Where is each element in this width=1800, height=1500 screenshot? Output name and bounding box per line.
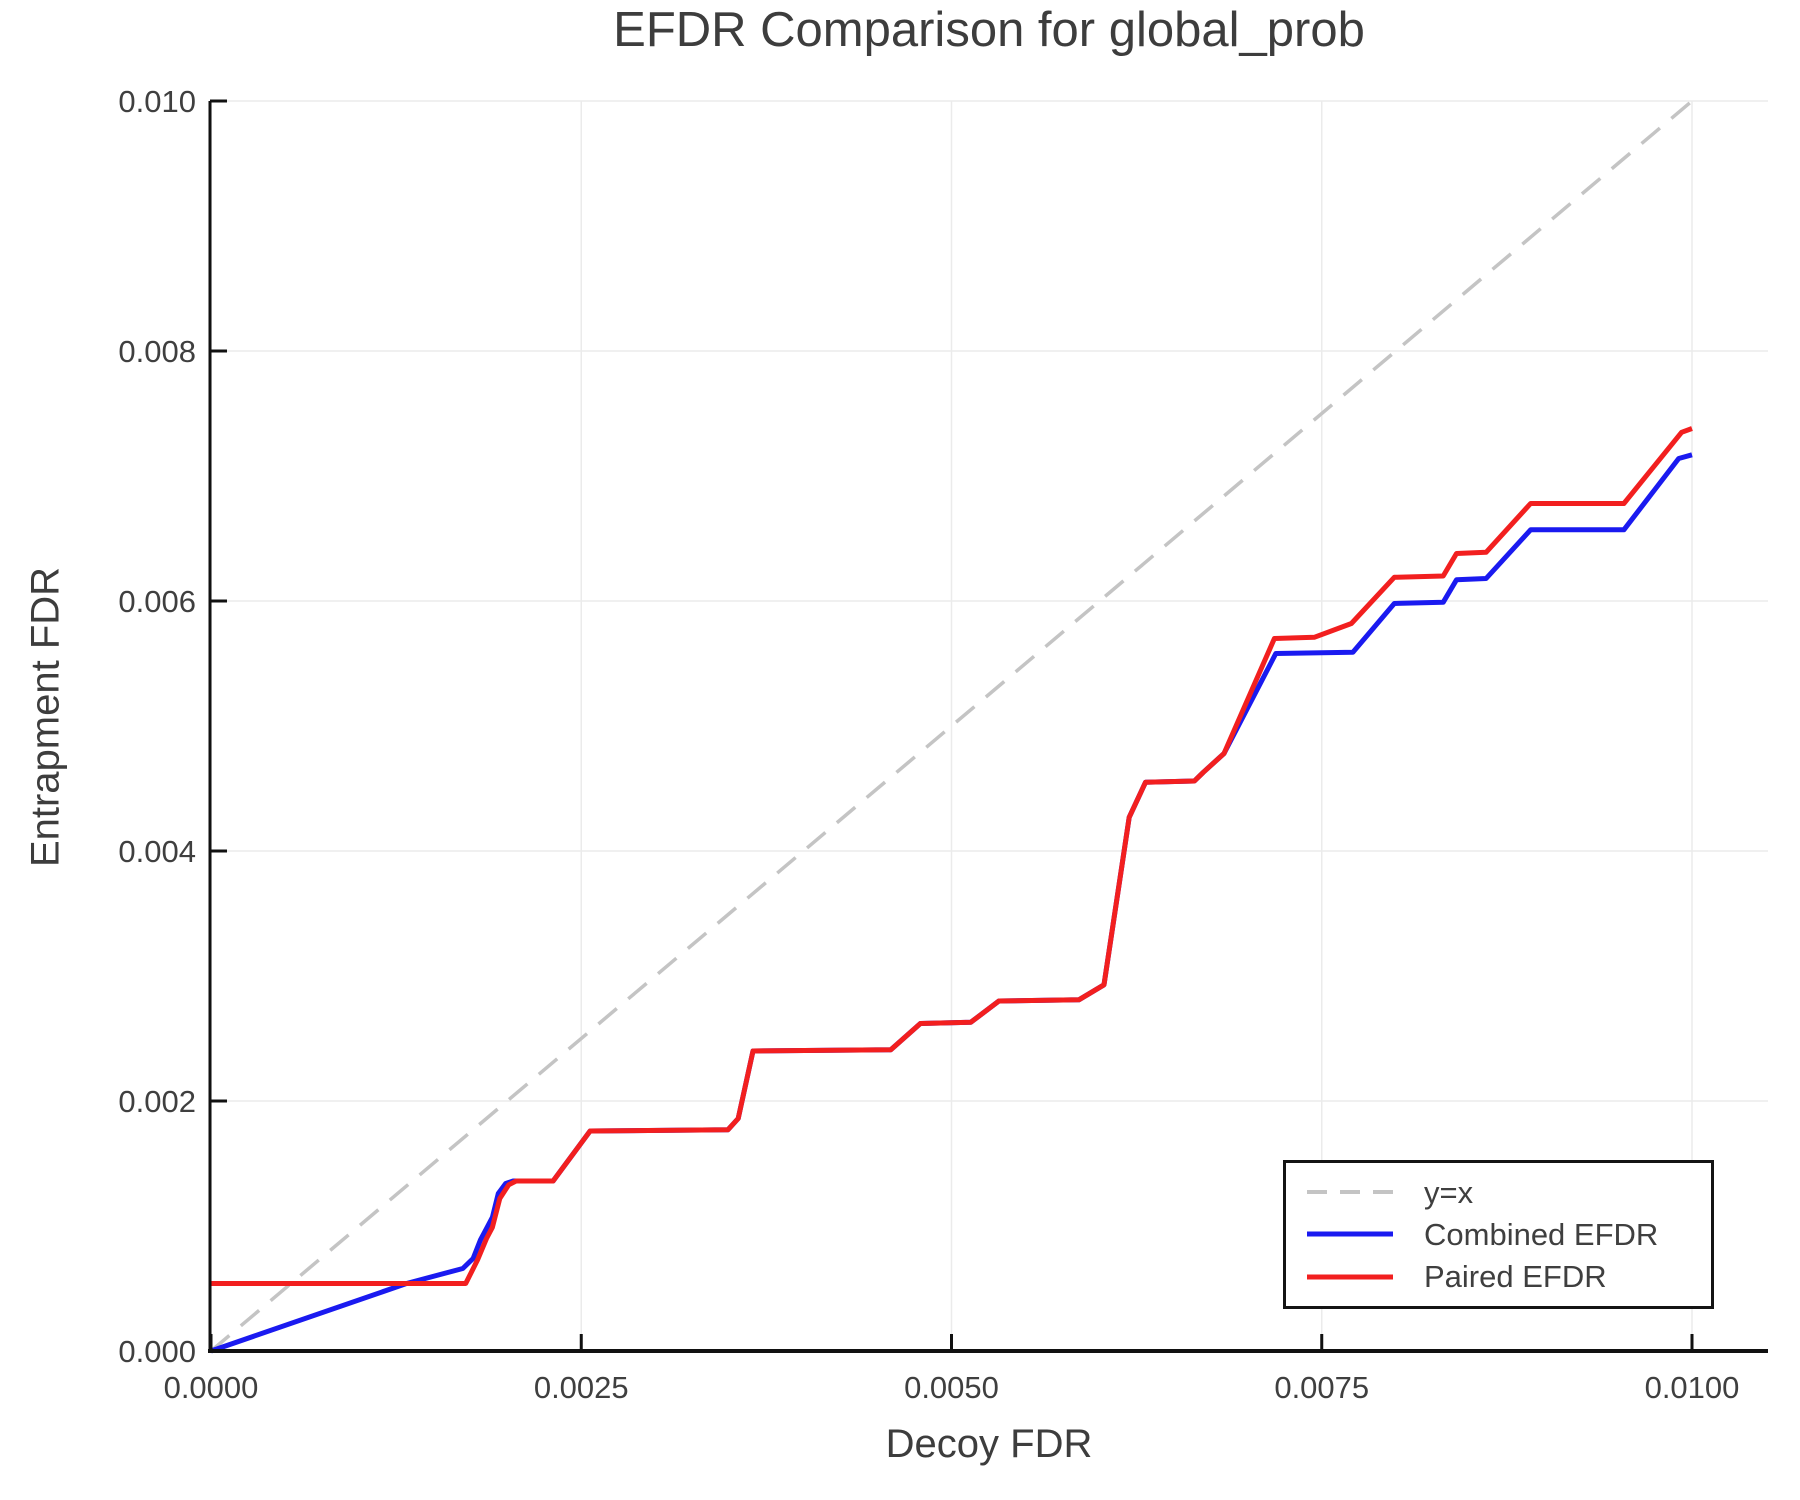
y-tick-label: 0.004	[118, 834, 196, 869]
legend-swatch-y-equals-x	[1307, 1190, 1393, 1195]
chart-title: EFDR Comparison for global_prob	[613, 3, 1365, 57]
x-tick-label: 0.0075	[1274, 1370, 1369, 1405]
line-y-equals-x	[209, 99, 1694, 1353]
legend: y=x Combined EFDR Paired EFDR	[1283, 1160, 1714, 1309]
legend-item-y-equals-x: y=x	[1306, 1177, 1711, 1208]
legend-item-paired-efdr: Paired EFDR	[1306, 1261, 1711, 1292]
y-tick-label: 0.006	[118, 584, 196, 619]
x-tick-label: 0.0025	[534, 1370, 629, 1405]
y-tick-label: 0.010	[118, 84, 196, 119]
x-tick-label: 0.0000	[164, 1370, 259, 1405]
legend-label: Paired EFDR	[1424, 1259, 1607, 1295]
legend-label: y=x	[1424, 1174, 1474, 1210]
legend-swatch-combined-efdr	[1307, 1231, 1393, 1237]
y-tick-label: 0.002	[118, 1084, 196, 1119]
y-tick-label: 0.000	[118, 1334, 196, 1369]
legend-item-combined-efdr: Combined EFDR	[1306, 1219, 1711, 1250]
y-tick-label: 0.008	[118, 334, 196, 369]
x-tick-label: 0.0050	[904, 1370, 999, 1405]
x-tick-label: 0.0100	[1645, 1370, 1740, 1405]
line-paired-efdr	[211, 426, 1693, 1286]
y-axis-label: Entrapment FDR	[23, 566, 68, 868]
legend-label: Combined EFDR	[1424, 1216, 1659, 1252]
x-axis-label: Decoy FDR	[885, 1422, 1093, 1466]
legend-swatch-paired-efdr	[1307, 1274, 1393, 1280]
